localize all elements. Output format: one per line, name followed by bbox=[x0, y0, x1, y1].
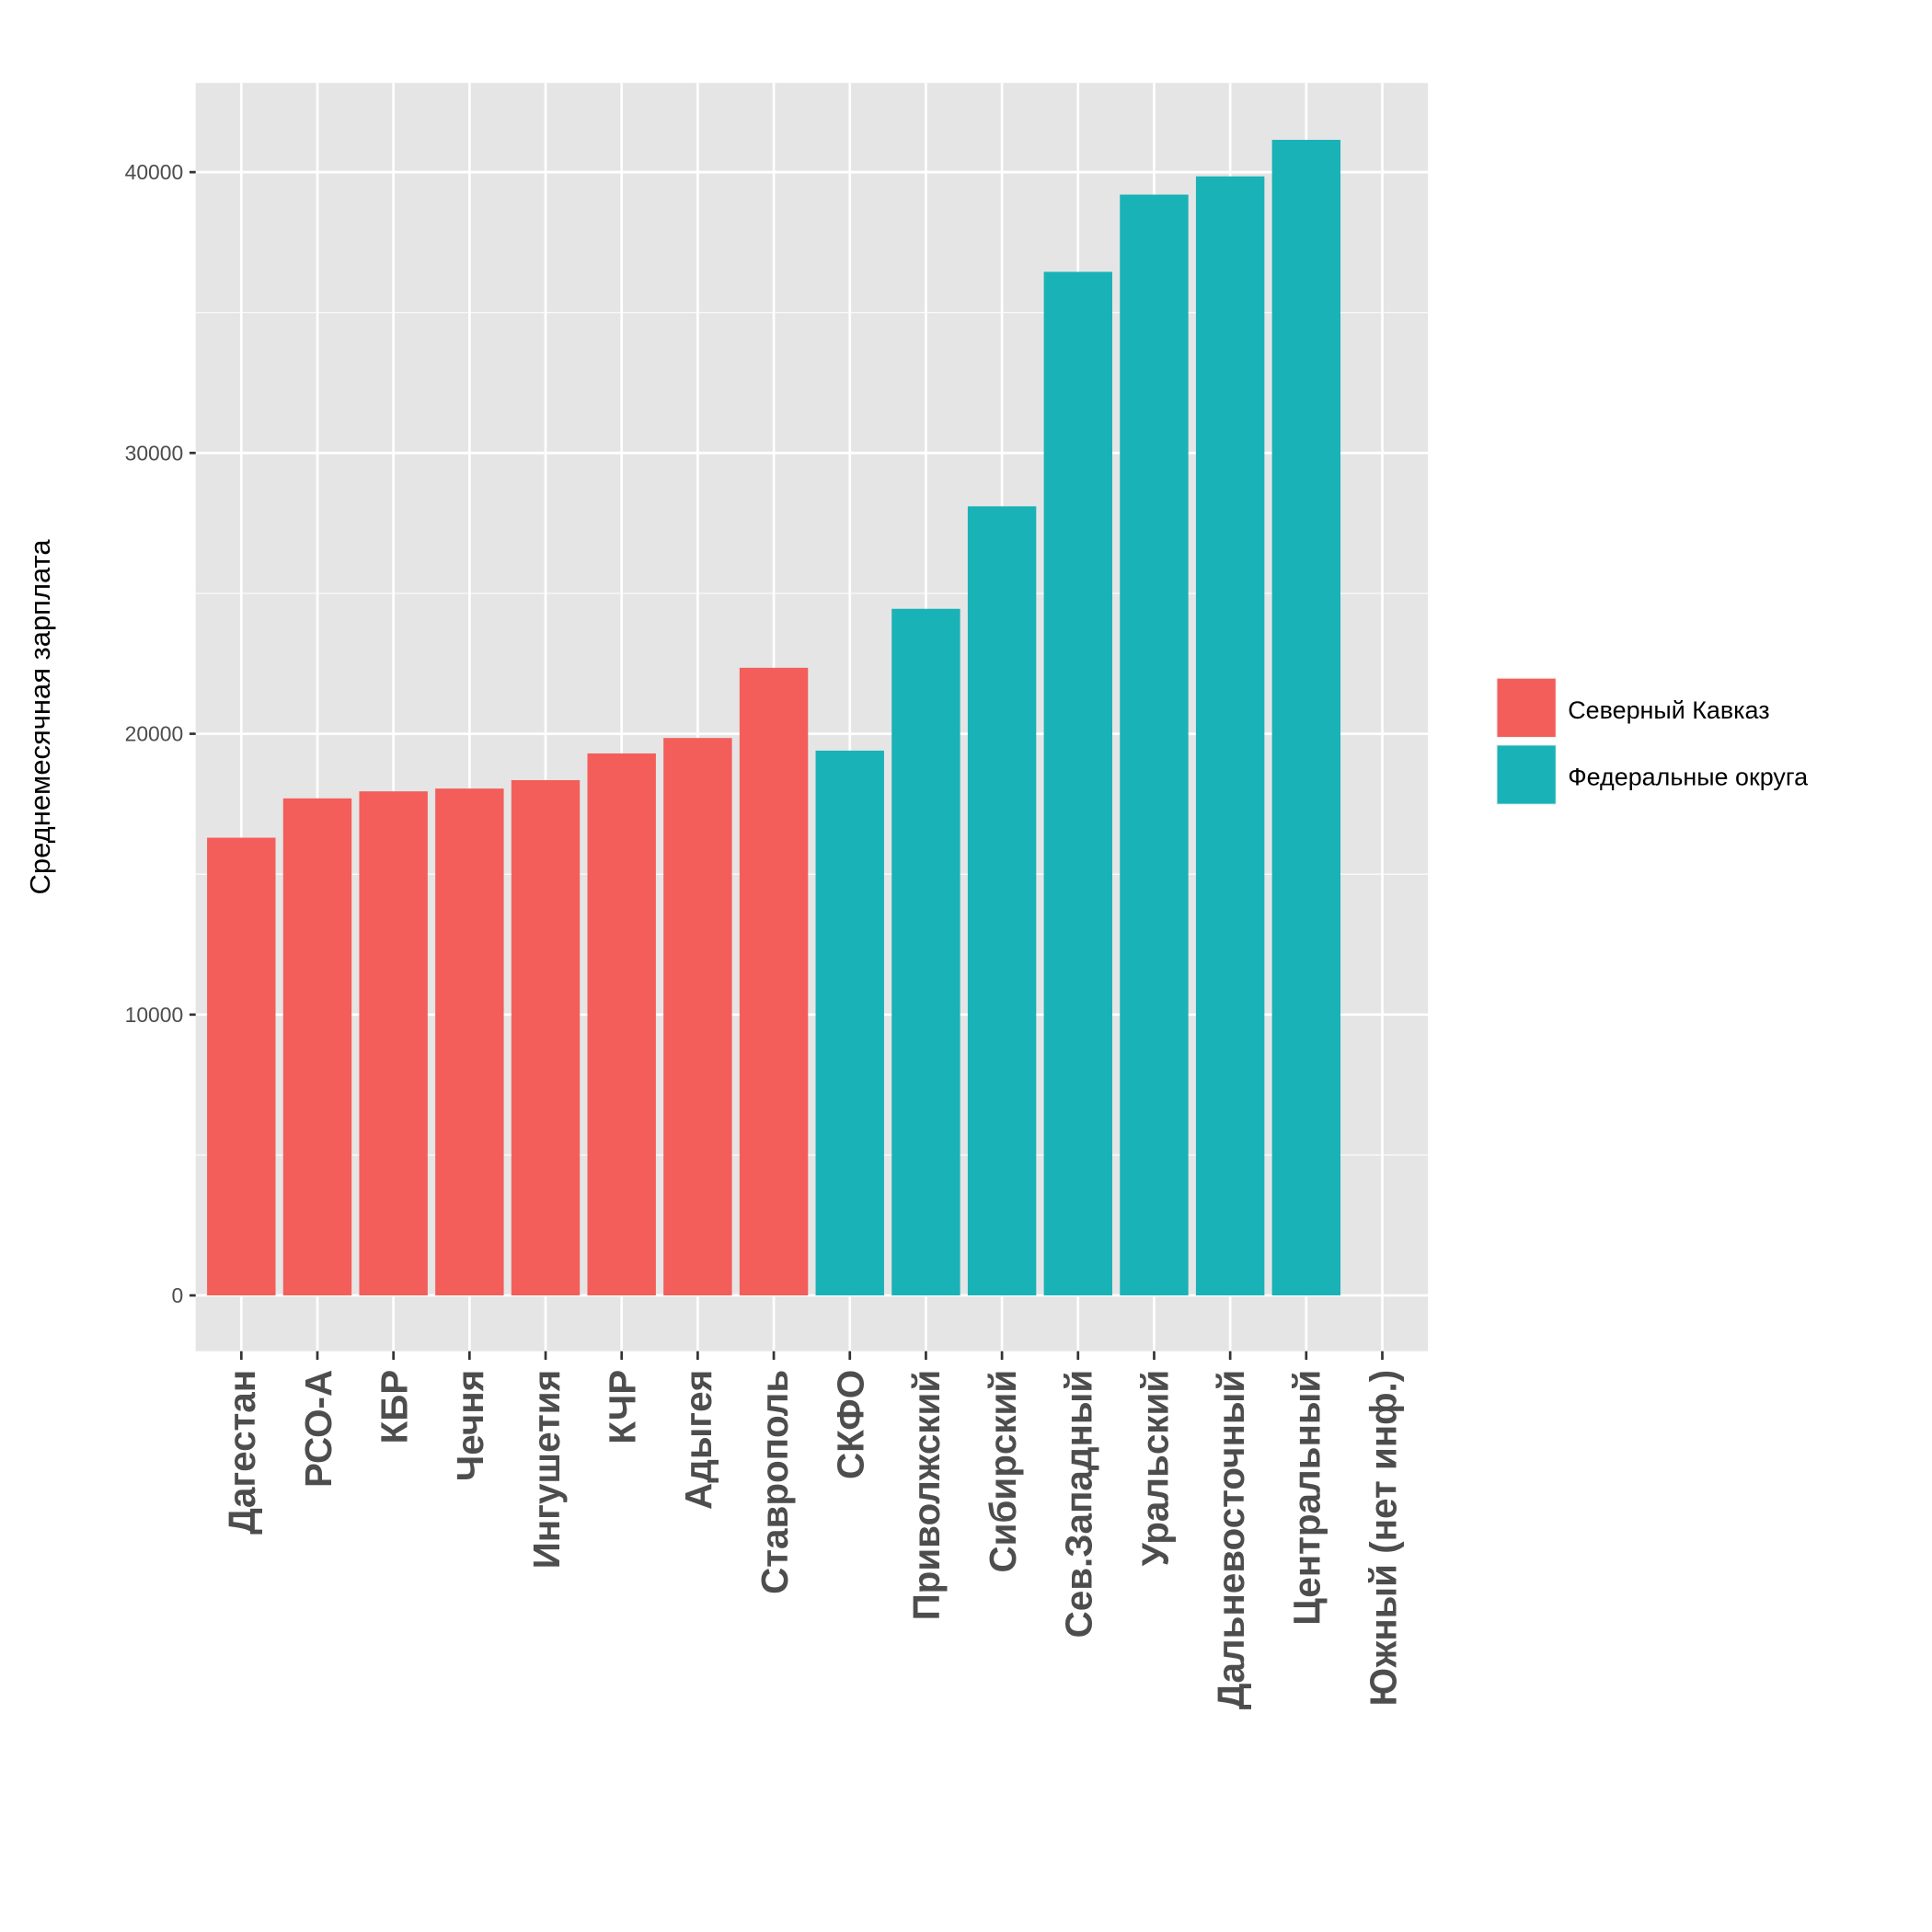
x-tick-label: СКФО bbox=[830, 1370, 872, 1479]
legend-label: Федеральные округа bbox=[1568, 763, 1808, 790]
bar bbox=[282, 798, 352, 1296]
bar bbox=[359, 791, 428, 1296]
x-tick-label: Южный (нет инф.) bbox=[1362, 1370, 1404, 1707]
y-tick-label: 10000 bbox=[125, 1003, 184, 1027]
y-tick-label: 20000 bbox=[125, 722, 184, 746]
y-tick-label: 40000 bbox=[125, 160, 184, 184]
legend-swatch bbox=[1497, 678, 1556, 737]
legend-swatch bbox=[1497, 745, 1556, 804]
x-tick-label: Чечня bbox=[449, 1370, 491, 1481]
legend-label: Северный Кавказ bbox=[1568, 696, 1769, 724]
bar bbox=[1271, 140, 1341, 1296]
x-tick-label: Сибирский bbox=[982, 1370, 1024, 1573]
bar bbox=[663, 738, 732, 1296]
bar bbox=[1043, 271, 1112, 1296]
y-tick-label: 30000 bbox=[125, 441, 184, 465]
x-tick-label: КЧР bbox=[602, 1370, 644, 1444]
x-tick-label: Дагестан bbox=[221, 1370, 263, 1535]
bar bbox=[207, 837, 276, 1296]
x-axis: Дагестан РСО-А КБР Чечня Ингушетия КЧР Адыгея С… bbox=[221, 1351, 1404, 1709]
bar bbox=[511, 779, 581, 1296]
x-tick-label: Уральский bbox=[1133, 1370, 1176, 1566]
legend: Северный Кавказ Федеральные округа bbox=[1496, 677, 1808, 805]
x-tick-label: РСО-А bbox=[297, 1370, 339, 1488]
x-tick-label: Приволжский bbox=[905, 1370, 948, 1621]
bar bbox=[435, 788, 504, 1296]
bar bbox=[967, 506, 1037, 1296]
x-tick-label: Ставрополь bbox=[753, 1370, 796, 1594]
x-tick-label: Сев.Западный bbox=[1058, 1370, 1100, 1639]
bar bbox=[1195, 176, 1265, 1296]
x-tick-label: Адыгея bbox=[677, 1370, 719, 1510]
bar bbox=[587, 753, 656, 1296]
x-tick-label: КБР bbox=[373, 1370, 415, 1444]
x-tick-label: Центральный bbox=[1286, 1370, 1328, 1626]
x-tick-label: Ингушетия bbox=[525, 1370, 568, 1569]
x-tick-label: Дальневосточный bbox=[1210, 1370, 1252, 1709]
y-tick-label: 0 bbox=[171, 1283, 183, 1307]
bar bbox=[891, 608, 960, 1296]
y-axis: 0 10000 20000 30000 40000 bbox=[125, 160, 196, 1307]
bar bbox=[815, 750, 884, 1296]
bars bbox=[207, 140, 1341, 1296]
y-axis-title: Среднемесячная зарплата bbox=[24, 539, 56, 895]
bar bbox=[739, 667, 809, 1296]
bar bbox=[1120, 194, 1189, 1296]
